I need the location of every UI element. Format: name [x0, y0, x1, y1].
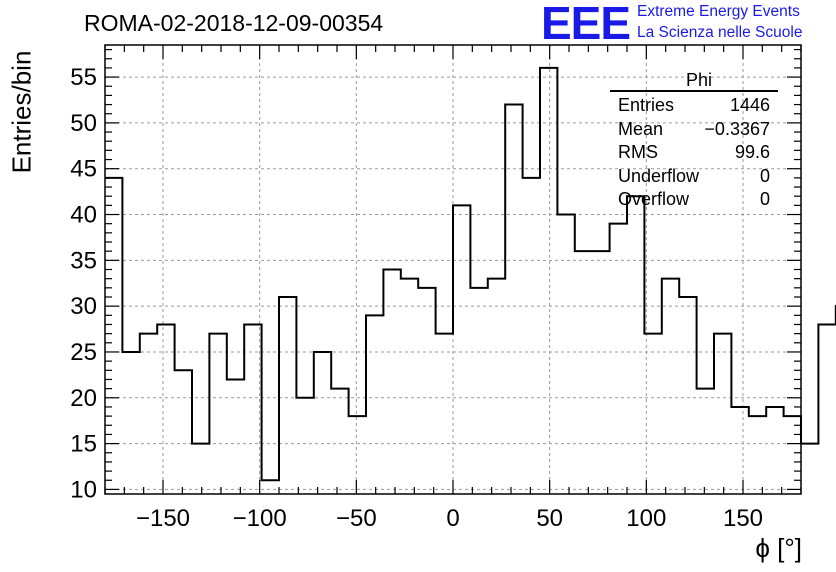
stats-row-overflow: Overflow 0 — [610, 188, 778, 212]
stats-label: Mean — [618, 118, 664, 139]
y-tick-label: 25 — [70, 339, 97, 366]
stats-box: Phi Entries 1446 Mean −0.3367 RMS 99.6 U… — [610, 70, 778, 212]
eee-logo: EEE — [541, 0, 631, 49]
stats-label: Underflow — [618, 165, 700, 186]
x-tick-label: 100 — [626, 505, 666, 532]
stats-row-entries: Entries 1446 — [610, 94, 778, 118]
stats-label: Entries — [618, 95, 675, 115]
stats-row-mean: Mean −0.3367 — [610, 118, 778, 142]
stats-value: 1446 — [729, 95, 770, 115]
stats-label: RMS — [618, 142, 658, 162]
x-tick-label: −100 — [233, 505, 287, 532]
y-tick-label: 15 — [70, 431, 97, 458]
stats-row-rms: RMS 99.6 — [610, 141, 778, 165]
y-axis-label: Entries/bin — [6, 50, 37, 174]
y-tick-label: 50 — [70, 110, 97, 137]
logo-subtitle-2: La Scienza nelle Scuole — [637, 24, 803, 41]
x-axis-label: ϕ [°] — [755, 533, 802, 563]
x-tick-label: 150 — [723, 505, 763, 532]
stats-value: 99.6 — [734, 142, 770, 162]
y-tick-label: 35 — [70, 247, 97, 274]
stats-label: Overflow — [618, 189, 690, 209]
logo-subtitle-1: Extreme Energy Events — [637, 3, 800, 20]
y-tick-label: 55 — [70, 64, 97, 91]
y-tick-label: 30 — [70, 293, 97, 320]
x-tick-label: −50 — [336, 505, 377, 532]
histogram-series — [105, 66, 836, 482]
y-tick-label: 20 — [70, 385, 97, 412]
stats-row-underflow: Underflow 0 — [610, 165, 778, 189]
x-tick-label: 50 — [536, 505, 563, 532]
stats-divider — [610, 90, 778, 92]
x-tick-label: −150 — [136, 505, 190, 532]
y-tick-labels: 10 15 20 25 30 35 40 45 50 55 — [70, 64, 97, 503]
x-tick-label: 0 — [446, 505, 459, 532]
run-title: ROMA-02-2018-12-09-00354 — [84, 10, 384, 36]
stats-value: 0 — [759, 189, 770, 209]
stats-value: 0 — [759, 165, 770, 186]
x-tick-labels: −150 −100 −50 0 50 100 150 — [136, 505, 763, 532]
y-tick-label: 40 — [70, 202, 97, 229]
stats-value: −0.3367 — [704, 118, 770, 139]
stats-title: Phi — [685, 70, 712, 90]
y-tick-label: 10 — [70, 476, 97, 503]
y-tick-label: 45 — [70, 156, 97, 183]
axis-ticks — [104, 45, 802, 494]
